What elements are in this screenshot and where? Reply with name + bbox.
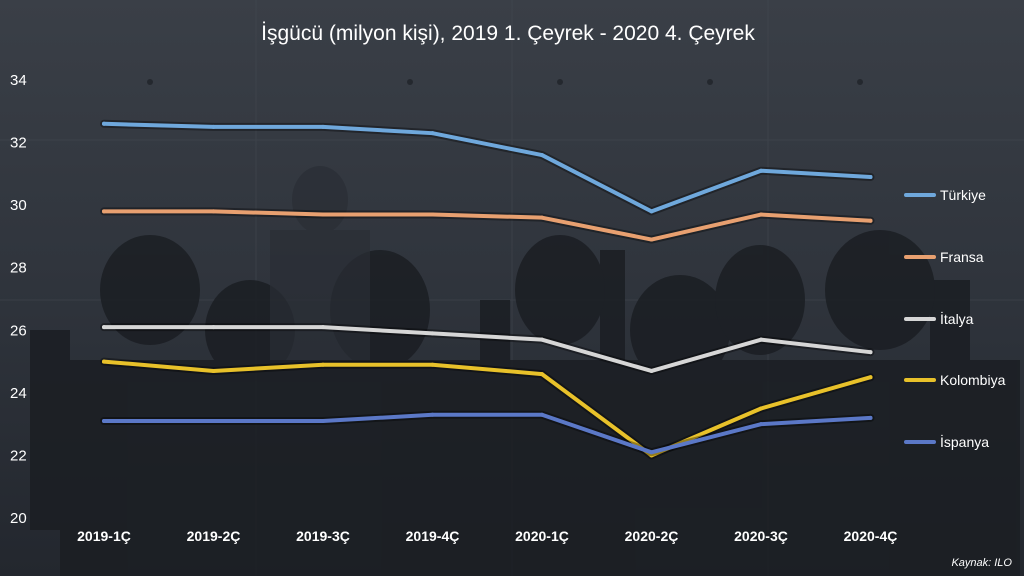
- legend-item: İtalya: [904, 310, 974, 327]
- x-tick-label: 2019-1Ç: [77, 528, 131, 544]
- legend-label: Fransa: [940, 249, 984, 265]
- data-point: [649, 368, 654, 373]
- series-line-0: [102, 121, 873, 214]
- data-point: [649, 209, 654, 214]
- data-point: [211, 368, 216, 373]
- y-tick-label: 32: [10, 135, 27, 152]
- x-tick-label: 2020-1Ç: [515, 528, 569, 544]
- x-tick-label: 2019-2Ç: [187, 528, 241, 544]
- x-axis-ticks: 2019-1Ç 2019-2Ç 2019-3Ç 2019-4Ç 2020-1Ç 2020-…: [77, 528, 897, 544]
- series-line-1: [102, 209, 873, 242]
- y-tick-label: 20: [10, 510, 27, 527]
- series-line-shadow: [100, 323, 875, 375]
- series-line-4: [102, 412, 873, 455]
- data-point: [321, 325, 325, 330]
- data-point: [868, 375, 873, 380]
- data-point: [102, 325, 106, 330]
- data-point: [868, 174, 873, 179]
- x-tick-label: 2019-3Ç: [296, 528, 350, 544]
- y-tick-label: 22: [10, 447, 27, 464]
- y-tick-label: 34: [10, 72, 27, 89]
- y-tick-label: 26: [10, 322, 27, 339]
- chart-title: İşgücü (milyon kişi), 2019 1. Çeyrek - 2…: [261, 22, 755, 45]
- data-point: [868, 218, 873, 223]
- data-point: [759, 168, 763, 173]
- series-line-shadow: [100, 357, 875, 460]
- data-point: [102, 209, 106, 214]
- series-line-2: [102, 325, 873, 373]
- data-point: [430, 131, 435, 136]
- data-point: [321, 212, 325, 217]
- data-point: [430, 212, 435, 217]
- series-lines: [100, 119, 875, 460]
- data-point: [211, 124, 216, 129]
- data-point: [540, 372, 544, 377]
- data-point: [321, 124, 325, 129]
- data-point: [430, 362, 435, 367]
- series-line-shadow: [100, 119, 875, 216]
- data-point: [540, 153, 544, 158]
- data-point: [321, 362, 325, 367]
- data-point: [759, 406, 763, 411]
- y-tick-label: 28: [10, 260, 27, 277]
- x-tick-label: 2020-4Ç: [844, 528, 898, 544]
- legend-label: Türkiye: [940, 187, 986, 203]
- data-point: [321, 419, 325, 424]
- y-tick-label: 30: [10, 197, 27, 214]
- data-point: [759, 422, 763, 427]
- data-point: [540, 337, 544, 342]
- data-point: [649, 237, 654, 242]
- data-point: [868, 350, 873, 355]
- data-point: [211, 325, 216, 330]
- legend-label: İspanya: [940, 433, 989, 450]
- data-point: [102, 121, 106, 126]
- legend-label: İtalya: [940, 310, 974, 327]
- data-point: [430, 412, 435, 417]
- legend-item: Kolombiya: [904, 372, 1006, 388]
- y-tick-label: 24: [10, 385, 27, 402]
- series-line-3: [102, 359, 873, 458]
- data-point: [540, 215, 544, 220]
- data-point: [211, 209, 216, 214]
- data-point: [868, 415, 873, 420]
- legend-item: Fransa: [904, 249, 984, 265]
- data-point: [540, 412, 544, 417]
- data-point: [759, 337, 763, 342]
- x-tick-label: 2020-2Ç: [625, 528, 679, 544]
- legend-item: İspanya: [904, 433, 989, 450]
- data-point: [102, 419, 106, 424]
- x-tick-label: 2020-3Ç: [734, 528, 788, 544]
- legend-label: Kolombiya: [940, 372, 1006, 388]
- data-point: [102, 359, 106, 364]
- data-point: [649, 450, 654, 455]
- legend: Türkiye Fransa İtalya Kolombiya İspanya: [904, 187, 1006, 450]
- y-axis-ticks: 20 22 24 26 28 30 32 34: [10, 72, 27, 527]
- source-note: Kaynak: ILO: [951, 557, 1012, 569]
- data-point: [759, 212, 763, 217]
- x-tick-label: 2019-4Ç: [406, 528, 460, 544]
- data-point: [211, 419, 216, 424]
- data-point: [430, 331, 435, 336]
- data-point: [649, 453, 654, 458]
- legend-item: Türkiye: [904, 187, 986, 203]
